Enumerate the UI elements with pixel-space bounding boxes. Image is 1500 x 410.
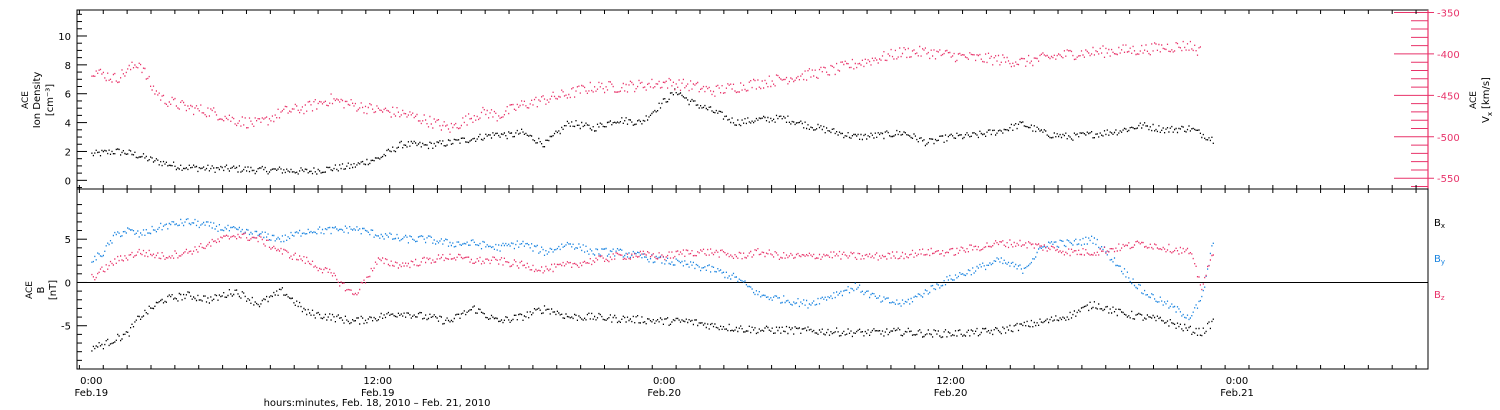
ylabel-right-symbol: V — [1481, 116, 1492, 123]
ylabel-right-line2: Vx [km/s] — [1481, 77, 1494, 123]
series-bx — [91, 287, 1214, 352]
legend-bx-name: B — [1434, 218, 1441, 229]
x-axis-title: hours:minutes, Feb. 18, 2010 – Feb. 21, … — [264, 398, 491, 409]
ylabel-line2: B — [36, 286, 47, 293]
ylabel-line3: [cm⁻³] — [45, 84, 56, 116]
legend-bx: Bx — [1434, 218, 1445, 230]
series-vx — [91, 40, 1201, 133]
ytick-label-right: -400 — [1437, 50, 1460, 61]
ytick-label-left: 6 — [65, 90, 71, 101]
ytick-label-right: -550 — [1437, 174, 1460, 185]
series-density — [91, 88, 1214, 175]
xtick-date-0: Feb.19 — [75, 388, 109, 399]
bottom-left-ticks: -5 0 5 — [61, 204, 87, 361]
top-left-ticks: 0 2 4 6 8 10 — [58, 13, 87, 189]
legend-bz: Bz — [1434, 290, 1445, 302]
xtick-date-1: Feb.19 — [361, 388, 395, 399]
ylabel-line2: Ion Density — [32, 72, 43, 129]
ytick-label-left: 4 — [65, 119, 71, 130]
ytick-label-right: -450 — [1437, 91, 1460, 102]
legend-bz-sub: z — [1441, 294, 1445, 302]
legend-by: By — [1434, 254, 1445, 266]
ytick-label-left: 0 — [65, 176, 71, 187]
ytick-label-left: 2 — [65, 147, 71, 158]
legend-bz-name: B — [1434, 290, 1441, 301]
xtick-time-4: 0:00 — [1226, 376, 1248, 387]
xtick-date-2: Feb.20 — [647, 388, 681, 399]
xtick-time-1: 12:00 — [363, 376, 392, 387]
series-bz-points — [91, 232, 1214, 296]
ytick-label-right: -350 — [1437, 8, 1460, 19]
xtick-date-3: Feb.20 — [934, 388, 968, 399]
ytick-label-left: 0 — [65, 278, 71, 289]
ytick-label-left: -5 — [61, 322, 71, 333]
series-vx-points — [91, 40, 1201, 133]
ylabel-right-sub: x — [1486, 112, 1494, 116]
xtick-date-4: Feb.21 — [1220, 388, 1254, 399]
ylabel-line3: [nT] — [48, 280, 59, 300]
series-bx-points — [91, 287, 1214, 352]
ylabel-right-unit: [km/s] — [1481, 77, 1492, 109]
series-density-points — [91, 88, 1214, 175]
bottom-ylabel-left: ACE B [nT] — [25, 280, 59, 300]
series-bz — [91, 232, 1214, 296]
legend-bx-sub: x — [1441, 222, 1445, 230]
xtick-time-3: 12:00 — [936, 376, 965, 387]
top-ylabel-left: ACE Ion Density [cm⁻³] — [21, 72, 56, 129]
ylabel-line1: ACE — [25, 281, 35, 299]
ytick-label-right: -500 — [1437, 133, 1460, 144]
ytick-label-left: 8 — [65, 61, 71, 72]
top-right-ticks: -350 -400 -450 -500 -550 — [1394, 8, 1460, 189]
xtick-time-0: 0:00 — [80, 376, 102, 387]
series-by — [91, 218, 1214, 321]
xtick-time-2: 0:00 — [653, 376, 675, 387]
ytick-label-left: 10 — [58, 32, 71, 43]
ylabel-line1: ACE — [21, 91, 31, 109]
legend-by-name: B — [1434, 254, 1441, 265]
series-by-points — [91, 218, 1214, 321]
ytick-label-left: 5 — [65, 235, 71, 246]
x-axis: 0:00Feb.1912:00Feb.190:00Feb.2012:00Feb.… — [75, 376, 1254, 399]
legend-by-sub: y — [1441, 258, 1445, 266]
bottom-frame — [76, 188, 1429, 370]
ylabel-right-line1: ACE — [1469, 91, 1479, 109]
top-frame — [76, 9, 1429, 190]
